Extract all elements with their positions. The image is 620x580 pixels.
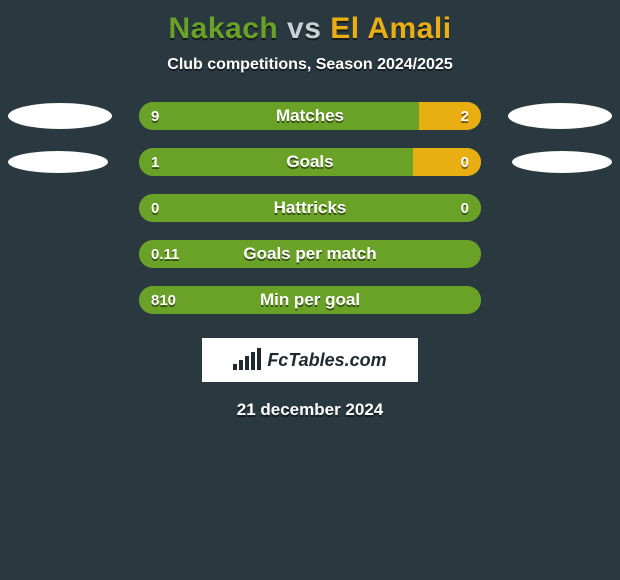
stat-bar-player1 (139, 194, 481, 222)
team-marker-right (512, 151, 612, 173)
stat-bar: Min per goal810 (139, 286, 481, 314)
stat-row: Goals10 (0, 148, 620, 176)
vs-text: vs (287, 12, 321, 45)
stat-bar: Goals per match0.11 (139, 240, 481, 268)
player1-name: Nakach (168, 12, 278, 45)
logo-box: FcTables.com (202, 338, 418, 382)
team-marker-right (508, 103, 612, 129)
bar-chart-icon (233, 348, 261, 372)
stat-bar-player2 (413, 148, 481, 176)
stat-rows: Matches92 Goals10 Hattricks00 Goals per mat… (0, 102, 620, 314)
stat-bar-player2 (419, 102, 481, 130)
stat-bar-player1 (139, 240, 481, 268)
stat-bar-player1 (139, 148, 413, 176)
stat-bar: Hattricks00 (139, 194, 481, 222)
team-marker-left (8, 151, 108, 173)
stat-bar-player1 (139, 102, 419, 130)
stat-bar: Matches92 (139, 102, 481, 130)
stat-bar: Goals10 (139, 148, 481, 176)
stat-row: Matches92 (0, 102, 620, 130)
stat-row: Goals per match0.11 (0, 240, 620, 268)
stat-bar-player1 (139, 286, 481, 314)
subtitle: Club competitions, Season 2024/2025 (0, 56, 620, 74)
stat-row: Min per goal810 (0, 286, 620, 314)
team-marker-left (8, 103, 112, 129)
logo-text: FcTables.com (267, 350, 386, 371)
player2-name: El Amali (330, 12, 451, 45)
comparison-title: Nakach vs El Amali (0, 0, 620, 46)
stat-row: Hattricks00 (0, 194, 620, 222)
date-text: 21 december 2024 (0, 400, 620, 420)
